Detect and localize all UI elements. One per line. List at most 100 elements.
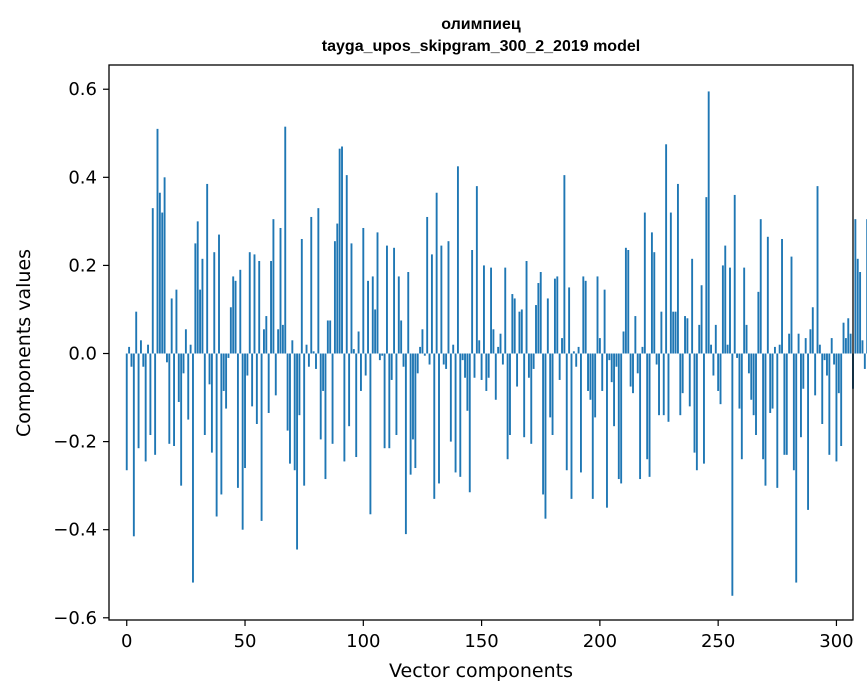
bar-67 xyxy=(284,126,287,354)
bar-222 xyxy=(650,232,653,354)
y-tick-label: 0.2 xyxy=(68,255,97,276)
bar-82 xyxy=(319,353,322,440)
bar-104 xyxy=(371,276,374,354)
bar-94 xyxy=(348,353,351,427)
bar-273 xyxy=(771,353,774,409)
bar-239 xyxy=(691,258,694,354)
x-tick-label: 300 xyxy=(819,631,853,652)
bar-5 xyxy=(137,353,140,449)
bar-95 xyxy=(350,243,353,354)
bar-113 xyxy=(393,247,396,354)
y-axis-label: Components values xyxy=(13,249,35,437)
bar-311 xyxy=(861,340,864,354)
bar-262 xyxy=(745,324,748,354)
bar-85 xyxy=(326,320,329,354)
bar-22 xyxy=(177,353,180,402)
bar-251 xyxy=(719,353,722,405)
bar-292 xyxy=(816,186,819,354)
bar-68 xyxy=(286,353,289,431)
bar-165 xyxy=(516,353,519,387)
x-tick-label: 250 xyxy=(701,631,735,652)
bar-199 xyxy=(596,276,599,354)
bar-237 xyxy=(686,318,689,354)
bar-212 xyxy=(627,250,630,354)
bar-25 xyxy=(184,329,187,354)
bar-145 xyxy=(468,353,471,493)
bar-38 xyxy=(215,353,218,517)
y-tick-label: −0.4 xyxy=(53,520,97,541)
bar-283 xyxy=(795,353,798,583)
bar-103 xyxy=(369,353,372,515)
bar-238 xyxy=(688,353,691,407)
bar-245 xyxy=(705,197,708,354)
bar-178 xyxy=(546,298,549,354)
bar-153 xyxy=(487,353,490,378)
bar-49 xyxy=(241,353,244,530)
bar-267 xyxy=(757,291,760,354)
bar-208 xyxy=(617,353,620,480)
bar-131 xyxy=(435,192,438,354)
bar-102 xyxy=(367,280,369,354)
bar-75 xyxy=(303,353,306,486)
bar-146 xyxy=(471,250,474,354)
bar-201 xyxy=(601,353,604,391)
bar-224 xyxy=(655,353,658,365)
bar-278 xyxy=(783,353,786,455)
bar-20 xyxy=(173,353,175,447)
bar-23 xyxy=(180,353,183,486)
bar-139 xyxy=(454,353,457,473)
bar-37 xyxy=(213,252,216,354)
bar-192 xyxy=(580,353,582,473)
bar-193 xyxy=(582,276,585,354)
bar-171 xyxy=(530,353,533,444)
bar-96 xyxy=(352,349,355,354)
bar-187 xyxy=(568,287,571,354)
bar-48 xyxy=(239,269,242,354)
bar-272 xyxy=(769,353,772,413)
bar-58 xyxy=(263,329,265,354)
bar-228 xyxy=(665,144,668,354)
bar-87 xyxy=(331,353,334,444)
bar-141 xyxy=(459,353,462,477)
bar-150 xyxy=(480,353,483,380)
bar-226 xyxy=(660,311,663,354)
bar-147 xyxy=(473,353,476,378)
bar-310 xyxy=(859,272,862,354)
bar-235 xyxy=(681,353,684,394)
bar-71 xyxy=(293,353,296,471)
x-axis-label: Vector components xyxy=(389,660,573,682)
bar-14 xyxy=(158,192,161,354)
bar-105 xyxy=(374,309,377,354)
bar-122 xyxy=(414,353,417,469)
y-tick-label: 0.6 xyxy=(68,79,97,100)
bar-134 xyxy=(442,353,445,365)
bar-13 xyxy=(156,128,159,354)
bar-255 xyxy=(729,267,731,354)
bar-107 xyxy=(378,353,381,361)
bar-166 xyxy=(518,311,521,354)
bar-83 xyxy=(322,353,325,391)
bar-156 xyxy=(494,353,497,400)
x-tick-label: 150 xyxy=(464,631,498,652)
bar-6 xyxy=(139,340,142,354)
bar-51 xyxy=(246,353,249,376)
bar-286 xyxy=(802,353,805,389)
bar-221 xyxy=(648,353,651,477)
x-tick-label: 200 xyxy=(583,631,617,652)
bar-1 xyxy=(128,346,131,354)
bar-36 xyxy=(210,353,213,453)
bar-125 xyxy=(421,329,424,354)
bar-194 xyxy=(584,280,587,354)
bar-109 xyxy=(383,353,386,449)
bar-127 xyxy=(426,216,429,354)
bar-65 xyxy=(279,227,282,354)
chart-title: олимпиец xyxy=(441,16,521,33)
bar-29 xyxy=(194,243,197,354)
bar-98 xyxy=(357,331,360,354)
bar-203 xyxy=(606,353,608,508)
bar-210 xyxy=(622,331,625,354)
bar-43 xyxy=(227,353,230,358)
bar-179 xyxy=(549,353,552,418)
bar-116 xyxy=(400,320,403,354)
